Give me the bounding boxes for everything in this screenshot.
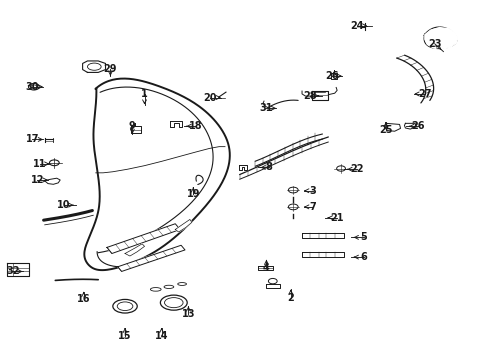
Polygon shape	[424, 28, 457, 49]
Text: 32: 32	[6, 266, 20, 276]
Text: 26: 26	[410, 121, 424, 131]
Text: 21: 21	[330, 213, 343, 222]
Polygon shape	[384, 123, 400, 131]
Polygon shape	[44, 178, 60, 184]
Polygon shape	[125, 244, 144, 256]
Text: 12: 12	[30, 175, 44, 185]
Ellipse shape	[177, 283, 186, 285]
Polygon shape	[330, 73, 336, 79]
Text: 6: 6	[360, 252, 366, 262]
Polygon shape	[266, 284, 279, 288]
Text: 3: 3	[309, 186, 316, 196]
Text: 26: 26	[325, 71, 338, 81]
Text: 17: 17	[25, 135, 39, 144]
Polygon shape	[258, 266, 272, 270]
Text: 30: 30	[25, 82, 39, 92]
Polygon shape	[107, 224, 180, 253]
Text: 5: 5	[360, 232, 366, 242]
Polygon shape	[118, 245, 184, 271]
Polygon shape	[404, 123, 415, 129]
Text: 19: 19	[186, 189, 200, 199]
Text: 27: 27	[417, 89, 431, 99]
Text: 22: 22	[349, 164, 363, 174]
Text: 8: 8	[265, 162, 272, 172]
Text: 25: 25	[378, 125, 392, 135]
Text: 4: 4	[263, 263, 269, 273]
Text: 10: 10	[57, 200, 71, 210]
Text: 28: 28	[303, 91, 317, 101]
Text: 31: 31	[259, 103, 273, 113]
Text: 13: 13	[182, 310, 195, 319]
Text: 20: 20	[203, 93, 217, 103]
Text: 2: 2	[287, 293, 294, 303]
Text: 15: 15	[118, 331, 131, 341]
Polygon shape	[175, 220, 191, 232]
Text: 16: 16	[77, 294, 90, 304]
Text: 18: 18	[188, 121, 202, 131]
Ellipse shape	[163, 285, 173, 288]
Text: 11: 11	[33, 159, 46, 169]
Polygon shape	[170, 121, 182, 127]
Text: 9: 9	[129, 121, 136, 131]
Polygon shape	[311, 91, 328, 100]
Text: 23: 23	[427, 39, 441, 49]
Polygon shape	[302, 233, 344, 238]
Text: 29: 29	[103, 64, 117, 74]
Polygon shape	[238, 165, 246, 170]
Polygon shape	[131, 126, 141, 134]
Text: 24: 24	[349, 21, 363, 31]
Polygon shape	[302, 252, 344, 257]
Polygon shape	[6, 263, 29, 276]
Ellipse shape	[150, 288, 161, 291]
Text: 1: 1	[141, 89, 147, 99]
Text: 14: 14	[155, 331, 168, 341]
Text: 7: 7	[309, 202, 316, 212]
Polygon shape	[82, 61, 105, 72]
